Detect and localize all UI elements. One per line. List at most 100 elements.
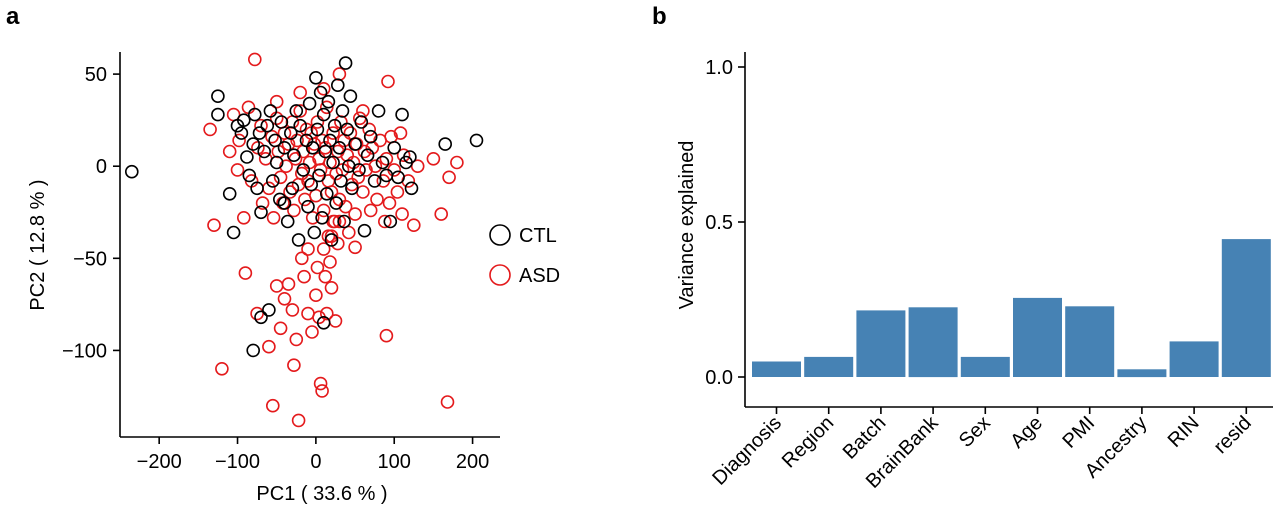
point-ctl-62 xyxy=(348,137,362,151)
point-asd-92 xyxy=(426,152,441,166)
point-ctl-6 xyxy=(234,126,249,140)
point-asd-111 xyxy=(301,306,315,321)
point-ctl-43 xyxy=(316,107,331,122)
point-asd-109 xyxy=(294,251,309,266)
point-ctl-48 xyxy=(324,233,339,247)
point-ctl-19 xyxy=(268,133,282,148)
legend-asd-label: ASD xyxy=(519,265,560,287)
point-ctl-54 xyxy=(334,174,348,188)
point-ctl-39 xyxy=(310,122,325,137)
point-asd-0 xyxy=(203,122,217,137)
point-asd-65 xyxy=(348,207,362,221)
point-ctl-15 xyxy=(257,144,272,159)
point-ctl-23 xyxy=(277,141,292,155)
point-asd-125 xyxy=(328,314,343,328)
point-asd-30 xyxy=(293,104,308,118)
x-tick-label: 100 xyxy=(378,451,411,473)
point-ctl-82 xyxy=(246,343,260,358)
point-asd-81 xyxy=(381,74,395,89)
point-asd-16 xyxy=(266,211,281,225)
y-tick-label: 50 xyxy=(85,64,107,86)
point-ctl-34 xyxy=(302,96,317,111)
point-asd-117 xyxy=(315,384,329,398)
point-asd-15 xyxy=(265,129,279,144)
point-asd-108 xyxy=(291,413,306,428)
point-asd-35 xyxy=(301,174,315,188)
scatter-points xyxy=(125,52,484,428)
point-asd-88 xyxy=(396,148,411,162)
bar-x-tick-label: Sex xyxy=(955,412,995,452)
scatter-plot: −200 −100 0 100 200 50 0 −50 −100 PC1 ( 33.6 % … xyxy=(27,52,560,505)
point-ctl-66 xyxy=(360,148,375,162)
point-asd-127 xyxy=(332,214,347,229)
point-ctl-13 xyxy=(252,126,267,140)
point-ctl-25 xyxy=(283,126,298,140)
point-ctl-44 xyxy=(318,144,333,159)
scatter-legend: CTL ASD xyxy=(489,224,560,287)
point-ctl-65 xyxy=(357,223,372,238)
point-asd-87 xyxy=(395,207,409,221)
point-asd-5 xyxy=(232,133,246,148)
point-ctl-24 xyxy=(280,214,295,229)
point-asd-12 xyxy=(255,196,270,210)
point-asd-98 xyxy=(250,306,264,321)
point-ctl-53 xyxy=(332,141,347,155)
x-tick-label: −100 xyxy=(215,451,260,473)
point-ctl-11 xyxy=(248,107,262,122)
point-asd-9 xyxy=(248,52,262,67)
bar-brainbank xyxy=(908,307,958,378)
bar-sex xyxy=(960,356,1010,377)
point-asd-85 xyxy=(390,185,405,199)
bar-x-tick-label: Diagnosis xyxy=(708,412,786,490)
point-asd-131 xyxy=(316,82,331,96)
point-ctl-83 xyxy=(262,303,276,317)
bar-batch xyxy=(856,310,906,377)
point-ctl-61 xyxy=(345,181,359,196)
point-asd-86 xyxy=(393,126,408,140)
point-ctl-42 xyxy=(315,211,329,225)
point-asd-61 xyxy=(341,225,356,240)
point-asd-71 xyxy=(359,163,373,177)
point-ctl-84 xyxy=(316,315,331,330)
point-asd-75 xyxy=(368,159,383,173)
point-asd-90 xyxy=(406,218,421,232)
point-ctl-16 xyxy=(260,118,275,133)
point-asd-133 xyxy=(269,94,284,109)
point-ctl-80 xyxy=(469,133,484,148)
legend-asd-marker xyxy=(489,264,511,286)
point-asd-93 xyxy=(434,207,449,221)
point-ctl-49 xyxy=(326,155,340,170)
point-ctl-14 xyxy=(254,205,268,220)
point-asd-134 xyxy=(356,104,370,118)
point-ctl-56 xyxy=(337,214,351,229)
scatter-y-ticks: 50 0 −50 −100 xyxy=(62,64,120,362)
point-asd-69 xyxy=(356,185,370,199)
point-asd-62 xyxy=(343,126,358,140)
point-asd-97 xyxy=(238,266,253,280)
y-tick-label: 0 xyxy=(96,156,107,178)
point-asd-122 xyxy=(323,255,337,269)
legend-ctl-marker xyxy=(489,224,511,246)
point-asd-2 xyxy=(222,144,237,159)
point-asd-128 xyxy=(379,328,394,343)
point-asd-130 xyxy=(293,85,308,100)
point-ctl-67 xyxy=(363,129,378,144)
point-ctl-52 xyxy=(330,78,345,92)
point-asd-55 xyxy=(332,192,347,207)
point-asd-100 xyxy=(265,398,280,413)
point-asd-99 xyxy=(262,339,276,354)
point-asd-95 xyxy=(450,155,464,170)
panel-label-a: a xyxy=(6,3,20,30)
point-ctl-68 xyxy=(367,174,382,188)
point-asd-72 xyxy=(362,122,377,137)
point-ctl-27 xyxy=(287,148,301,162)
point-ctl-77 xyxy=(403,150,417,164)
point-asd-114 xyxy=(310,260,325,275)
point-asd-47 xyxy=(319,100,334,115)
point-ctl-10 xyxy=(246,137,260,151)
point-ctl-41 xyxy=(313,85,328,100)
point-ctl-51 xyxy=(329,196,344,210)
point-asd-51 xyxy=(326,126,340,140)
point-asd-137 xyxy=(348,240,362,255)
y-tick-label: −100 xyxy=(62,340,107,362)
